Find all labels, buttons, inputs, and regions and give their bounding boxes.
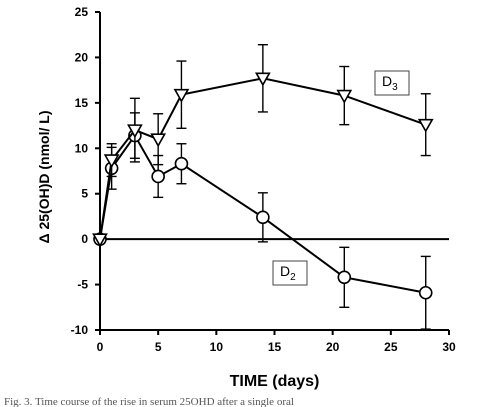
- series-label-d3-sub: 3: [392, 82, 398, 93]
- data-point-d3: [254, 72, 271, 87]
- data-point-d3: [417, 118, 434, 133]
- data-point-d3: [173, 88, 190, 103]
- data-point-d3: [103, 154, 120, 169]
- series-label-d3-box: [374, 70, 410, 96]
- x-tick-label: 30: [442, 340, 456, 354]
- x-tick-label: 25: [384, 340, 398, 354]
- figure-caption: Fig. 3. Time course of the rise in serum…: [4, 396, 294, 407]
- y-tick-label: -5: [77, 278, 88, 292]
- series-layer: [92, 44, 434, 330]
- x-tick-label: 10: [210, 340, 224, 354]
- series-label-d2-box: [272, 260, 308, 286]
- series-d3: [92, 44, 434, 248]
- series-label-d2-text: D2: [280, 263, 296, 283]
- data-point-d2: [256, 210, 270, 225]
- series-label-d3-text: D3: [382, 73, 398, 93]
- x-axis-title: TIME (days): [230, 373, 320, 390]
- series-label-d3-main: D: [382, 73, 392, 89]
- data-point-d2: [418, 285, 433, 300]
- y-tick-label: 10: [75, 141, 89, 155]
- y-tick-label: 20: [75, 50, 89, 64]
- x-tick-label: 20: [326, 340, 340, 354]
- x-tick-label: 0: [97, 340, 104, 354]
- y-tick-label: 15: [75, 96, 89, 110]
- y-tick-label: 5: [81, 187, 88, 201]
- series-label-d2-sub: 2: [290, 272, 296, 283]
- data-point-d3: [336, 89, 353, 104]
- x-tick-label: 15: [268, 340, 282, 354]
- data-point-d3: [92, 233, 108, 248]
- series-label-d2-main: D: [280, 263, 290, 279]
- y-tick-label: 25: [75, 5, 89, 19]
- series-label-d3: D3: [374, 70, 410, 96]
- series-label-d2: D2: [272, 260, 308, 286]
- data-point-d2: [174, 156, 189, 171]
- y-axis-title: Δ 25(OH)D (nmol/ L): [36, 111, 52, 244]
- data-point-d2: [151, 169, 165, 184]
- series-d2: [93, 112, 433, 330]
- data-point-d3: [150, 133, 167, 148]
- x-tick-label: 5: [155, 340, 162, 354]
- data-point-d3: [127, 124, 143, 139]
- data-point-d2: [337, 270, 352, 285]
- ticks: -10 -5 0 5 10 15 20 25 0 5 10 15 20 25 30: [71, 5, 456, 354]
- y-tick-label: 0: [81, 232, 88, 246]
- y-tick-label: -10: [71, 323, 89, 337]
